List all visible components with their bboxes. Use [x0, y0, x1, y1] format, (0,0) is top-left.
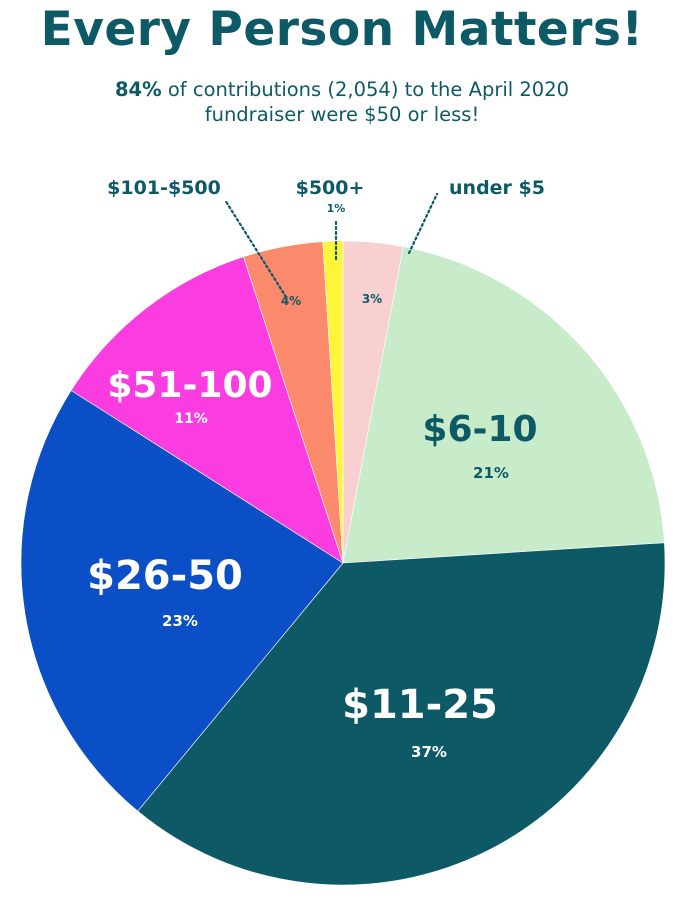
- slice-label-101-500: $101-$500: [107, 177, 221, 199]
- subtitle-highlight: 84%: [114, 78, 162, 101]
- slice-label-11-25: $11-25: [342, 682, 498, 728]
- slice-pct-6-10: 21%: [473, 464, 509, 482]
- pie-slice-500-plus: [322, 240, 344, 564]
- pie-slice-11-25: [137, 542, 666, 886]
- slice-pct-500-plus: 1%: [327, 202, 346, 215]
- leader-line-under-5: [407, 192, 439, 255]
- pie-slice-26-50: [20, 390, 344, 812]
- pie-slice-6-10: [342, 246, 665, 564]
- pie-slice-51-100: [70, 256, 344, 564]
- slice-label-under-5: under $5: [449, 177, 545, 199]
- slice-pct-26-50: 23%: [162, 612, 198, 630]
- slice-label-500-plus: $500+: [296, 177, 365, 199]
- chart-subtitle: 84% of contributions (2,054) to the Apri…: [40, 77, 644, 127]
- leader-line-101-500: [223, 198, 288, 299]
- slice-pct-under-5: 3%: [362, 292, 382, 306]
- slice-label-26-50: $26-50: [87, 553, 243, 599]
- subtitle-line2: fundraiser were $50 or less!: [204, 103, 480, 126]
- slice-pct-101-500: 4%: [281, 294, 301, 308]
- slice-label-51-100: $51-100: [107, 365, 272, 406]
- slice-label-6-10: $6-10: [422, 409, 537, 450]
- chart-title: Every Person Matters!: [40, 2, 644, 57]
- slice-pct-11-25: 37%: [411, 743, 447, 761]
- subtitle-line1: of contributions (2,054) to the April 20…: [161, 78, 570, 101]
- slice-pct-51-100: 11%: [174, 411, 208, 427]
